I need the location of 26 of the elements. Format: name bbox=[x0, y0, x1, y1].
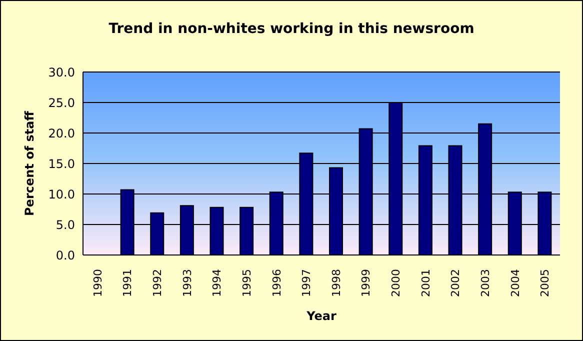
y-tick-label: 25.0 bbox=[48, 96, 75, 110]
x-tick-label: 1999 bbox=[360, 269, 373, 297]
x-tick-label: 2003 bbox=[478, 269, 492, 297]
x-tick-label: 1992 bbox=[151, 269, 164, 297]
y-axis-title: Percent of staff bbox=[22, 110, 36, 216]
x-tick-label: 1990 bbox=[91, 269, 104, 297]
x-tick-label: 1996 bbox=[270, 269, 284, 297]
x-tick-label: 2005 bbox=[538, 269, 552, 297]
x-tick-label: 2004 bbox=[508, 269, 522, 297]
x-tick-label: 1991 bbox=[121, 269, 134, 297]
x-tick-label: 2002 bbox=[449, 269, 462, 297]
x-tick-label: 1995 bbox=[240, 269, 254, 297]
x-tick-label: 1997 bbox=[300, 269, 314, 297]
x-tick-label: 2000 bbox=[390, 269, 403, 297]
x-axis-title: Year bbox=[306, 309, 336, 323]
x-tick-label: 1993 bbox=[180, 269, 194, 297]
x-tick-label: 2001 bbox=[419, 269, 432, 297]
y-tick-label: 30.0 bbox=[48, 65, 75, 80]
y-tick-label: 0.0 bbox=[56, 248, 75, 262]
x-tick-label: 1994 bbox=[210, 269, 224, 297]
y-tick-label: 15.0 bbox=[48, 156, 75, 171]
y-tick-label: 10.0 bbox=[48, 187, 75, 202]
y-tick-label: 5.0 bbox=[56, 218, 75, 232]
chart-title: Trend in non-whites working in this newsroom bbox=[108, 21, 476, 37]
x-tick-label: 1998 bbox=[330, 269, 343, 297]
y-tick-label: 20.0 bbox=[48, 126, 75, 140]
